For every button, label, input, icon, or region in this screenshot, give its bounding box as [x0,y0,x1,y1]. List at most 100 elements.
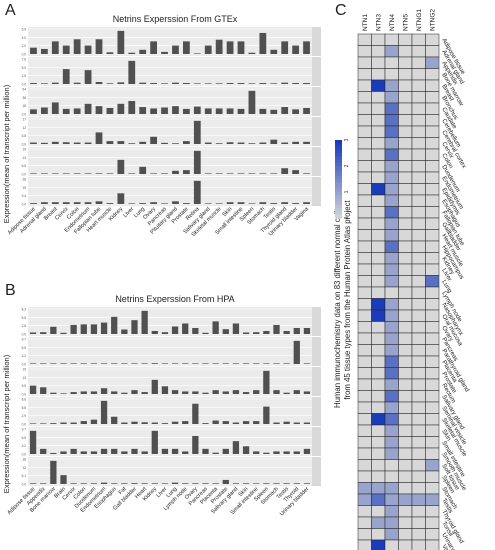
bar [139,166,147,174]
heatmap-cell [425,33,440,46]
bar [51,82,59,84]
heatmap-cell [411,160,426,173]
bar [248,203,256,204]
bar [30,142,37,144]
bar [70,448,77,454]
heatmap-cell [357,148,372,161]
color-scale-segment [335,159,342,164]
panel-c-letter: C [335,2,347,19]
heatmap-cell [384,493,399,506]
bar [212,452,219,454]
bar [226,108,234,114]
bar [215,203,223,204]
bar [29,385,37,394]
bar [29,332,37,334]
heatmap-cell [398,194,413,207]
color-scale-segment [335,146,342,151]
bar [161,363,169,364]
heatmap-cell [357,183,372,196]
bar [40,387,47,394]
bar [182,108,190,114]
bar [182,483,189,484]
bar [62,173,70,174]
heatmap-cell [411,56,426,69]
bar [292,109,300,114]
heatmap-cell [398,367,413,380]
heatmap-cell [425,447,440,460]
heatmap-cell [398,298,413,311]
y-tick-label: 8.3 [22,308,27,312]
heatmap-cell [398,91,413,104]
y-tick-label: 0.0 [22,363,27,367]
heatmap-cell [398,79,413,92]
heatmap-cell [411,275,426,288]
heatmap-column-label: NTN5 [402,14,409,31]
bar [259,173,267,174]
bar [193,53,201,54]
heatmap-cell [357,459,372,472]
bar [242,483,250,484]
y-tick-label: 2.9 [22,414,27,418]
bar [182,451,189,454]
heatmap-cell [357,114,372,127]
bar [259,202,267,204]
heatmap-cell [425,321,440,334]
bar [117,30,125,54]
heatmap-cell [398,263,413,276]
color-scale-segment [335,182,342,186]
bar [40,202,48,204]
bar [172,143,179,144]
y-tick-label: 0.0 [22,203,27,207]
bar [273,363,280,364]
heatmap-cell [384,298,399,311]
bar [40,332,47,334]
bar [29,363,37,364]
heatmap-cell [411,183,426,196]
y-tick-label: 0.0 [22,453,27,457]
y-tick-label: 2.8 [22,324,27,328]
heatmap-cell [371,68,386,81]
bar [273,451,280,454]
facet-strip [312,427,321,456]
bar [182,363,189,364]
bar [151,379,158,394]
bar [293,483,300,484]
bar [237,142,245,144]
bar [62,108,70,114]
heatmap-cell [371,516,386,529]
heatmap-cell [411,114,426,127]
heatmap-cell [384,424,399,437]
bar [193,120,201,144]
heatmap-cell [371,102,386,115]
bar [73,173,81,174]
heatmap-cell [425,528,440,541]
bar [29,430,37,454]
bar [100,400,108,424]
bar [259,142,267,144]
bar [80,421,87,424]
bar [182,391,189,394]
heatmap-cell [411,194,426,207]
bar [100,322,108,334]
heatmap-cell [357,33,372,46]
bar [117,103,125,114]
bar [281,82,289,84]
y-tick-label: 19 [22,368,26,372]
bar [121,451,128,454]
heatmap-cell [425,424,440,437]
facet-strip [312,337,321,366]
heatmap-cell [425,482,440,495]
heatmap-cell [357,401,372,414]
heatmap-cell [411,355,426,368]
heatmap-cell [371,33,386,46]
bar [171,482,179,484]
y-tick-label: 0.0 [22,173,27,177]
bar [270,49,278,54]
heatmap-cell [398,114,413,127]
bar [171,363,179,364]
heatmap-cell [357,298,372,311]
heatmap-cell [357,229,372,242]
heatmap-cell [384,160,399,173]
heatmap-cell [384,217,399,230]
hpa-y-axis-label: Expression(mean of transcript per millio… [2,354,11,493]
